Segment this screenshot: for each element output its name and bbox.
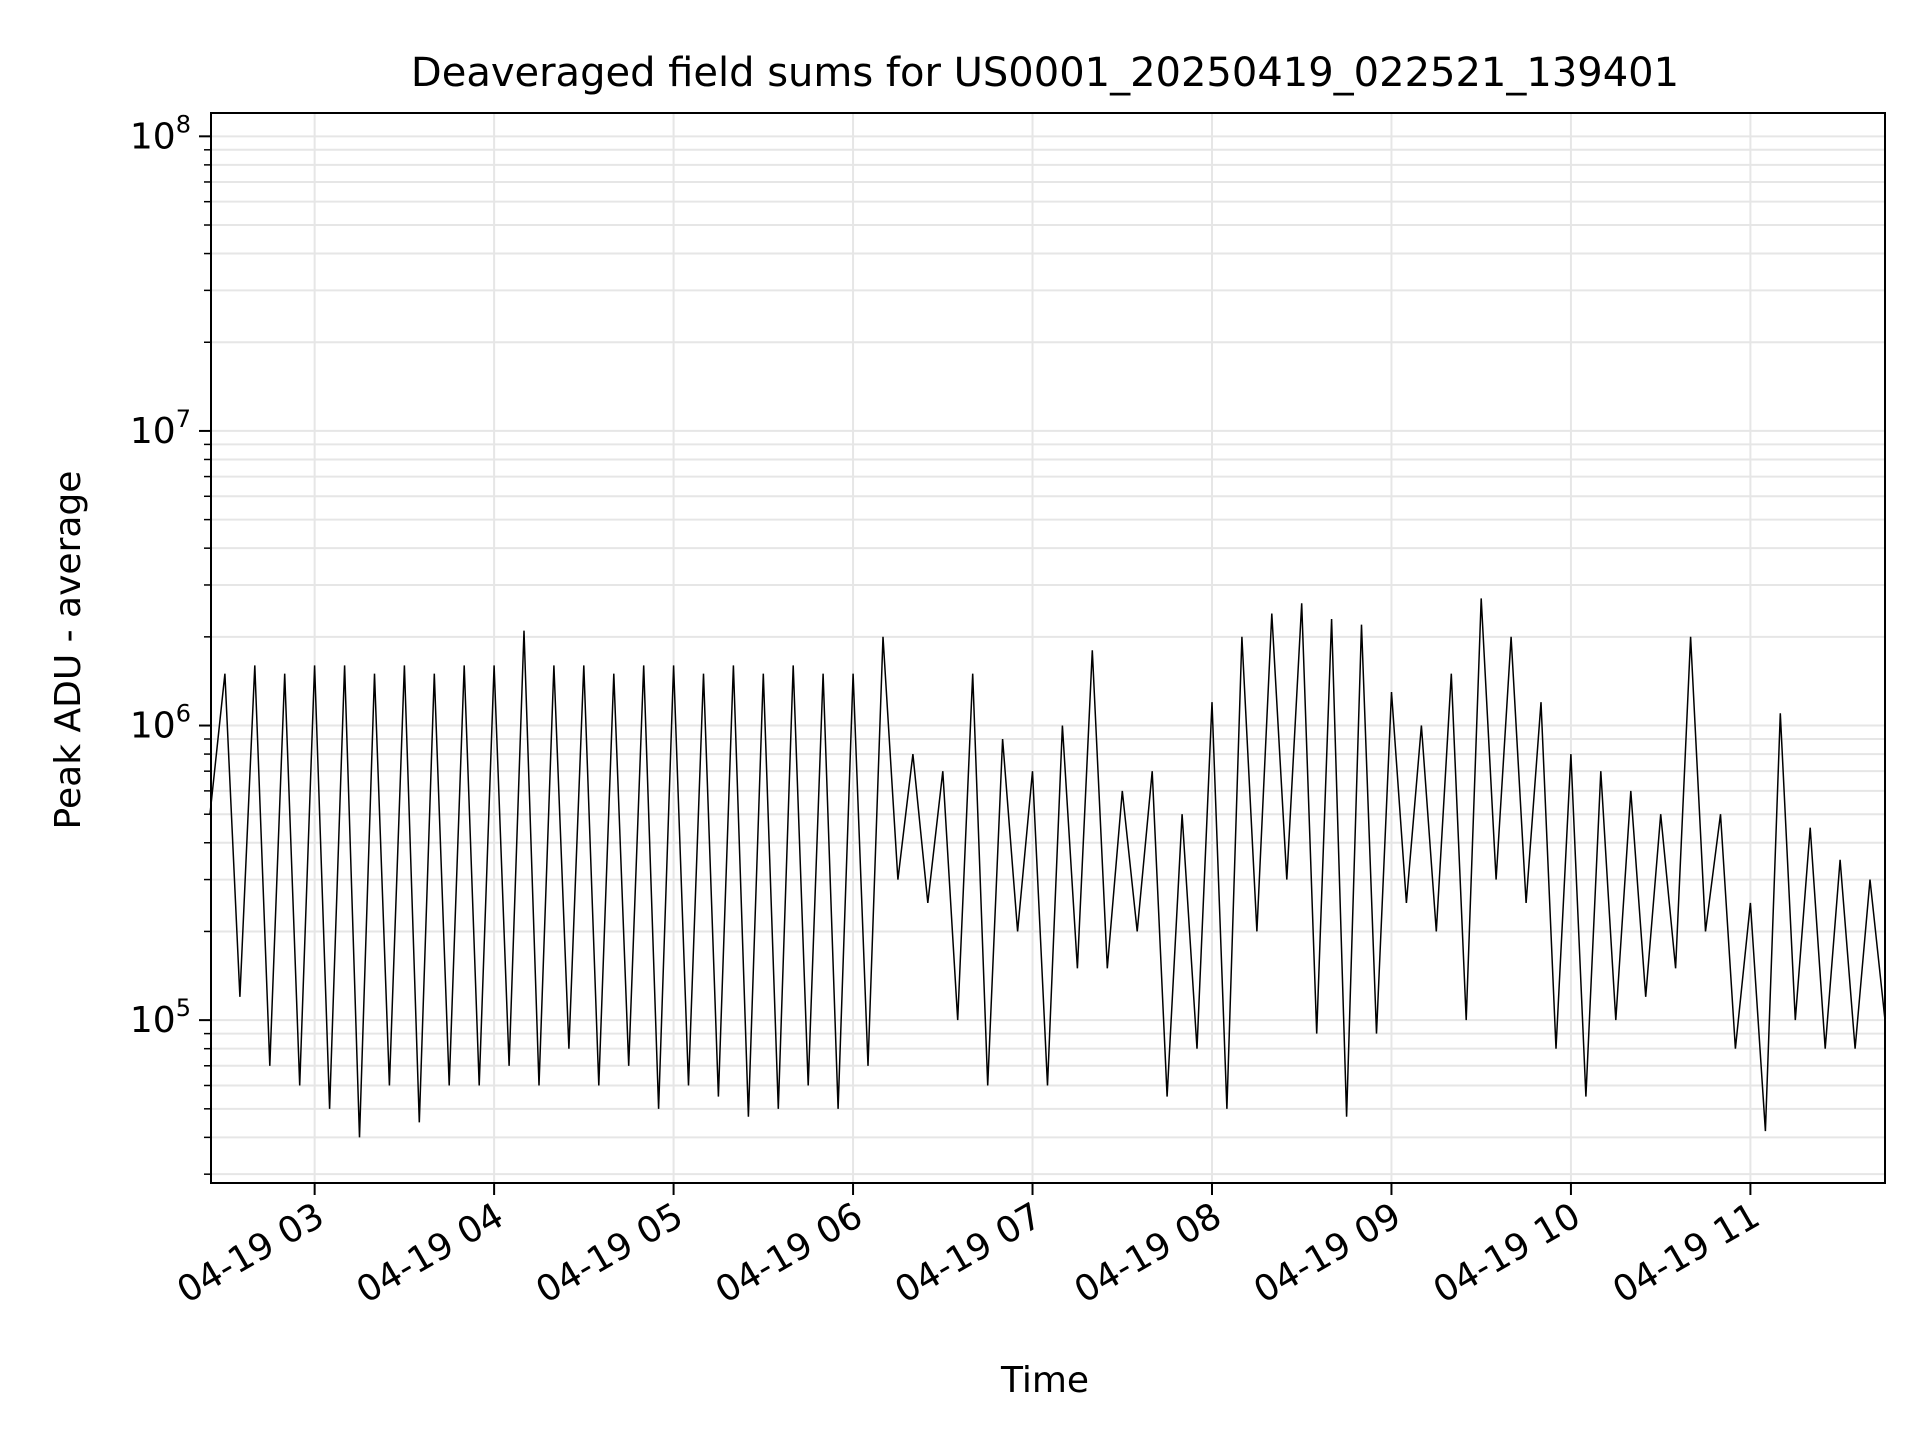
x-axis-label: Time <box>1000 1360 1089 1401</box>
y-tick-label-base: 10 <box>130 706 176 747</box>
series-line <box>209 598 1886 1138</box>
grid <box>211 113 1885 1183</box>
y-tick-label: 108 <box>130 110 191 157</box>
y-tick-label: 107 <box>130 405 191 452</box>
y-tick-label-base: 10 <box>130 1000 176 1041</box>
y-tick-label-exponent: 8 <box>176 110 191 138</box>
chart-title: Deaveraged field sums for US0001_2025041… <box>411 50 1679 96</box>
y-tick-label: 105 <box>130 994 191 1041</box>
y-tick-label-base: 10 <box>130 411 176 452</box>
y-axis-label: Peak ADU - average <box>48 471 89 830</box>
y-tick-label-exponent: 7 <box>176 405 191 433</box>
y-tick-label: 106 <box>130 700 191 747</box>
plot-frame <box>210 112 1886 1184</box>
y-tick-label-exponent: 5 <box>176 994 191 1022</box>
y-tick-label-exponent: 6 <box>176 700 191 728</box>
series-layer <box>209 598 1886 1138</box>
y-tick-label-base: 10 <box>130 116 176 157</box>
